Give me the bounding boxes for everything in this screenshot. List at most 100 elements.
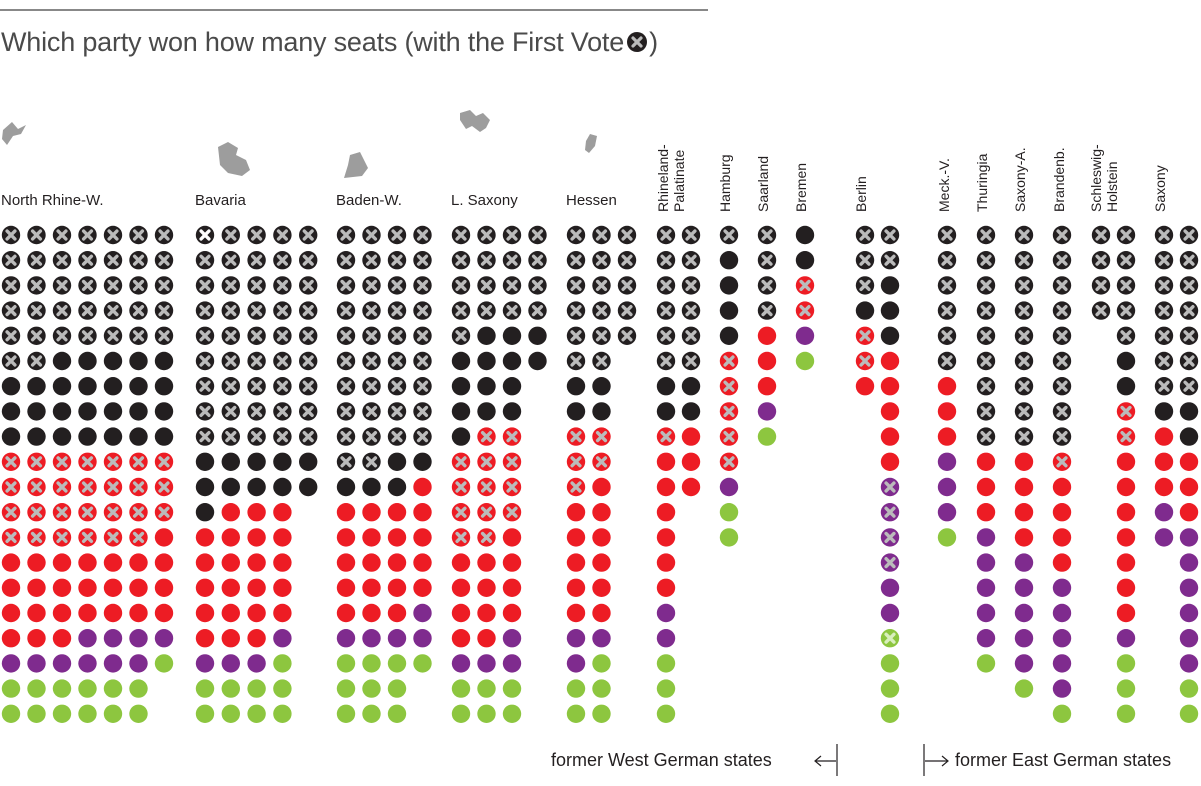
seat-dot-schleswig-holstein — [1116, 427, 1136, 446]
seat-dot-brandenb — [1052, 704, 1072, 723]
seat-dot-l-saxony — [502, 326, 522, 345]
seat-dot-berlin — [855, 251, 875, 270]
west-states-label: former West German states — [551, 750, 772, 771]
seat-dot-schleswig-holstein — [1091, 225, 1111, 245]
seat-dot-hessen — [592, 225, 611, 245]
seat-dot-l-saxony — [502, 225, 522, 245]
state-label-bavaria: Bavaria — [195, 192, 247, 209]
seat-dot-north-rhine-w — [1, 603, 21, 623]
seat-dot-north-rhine-w — [129, 553, 148, 572]
seat-dot-bremen — [795, 225, 815, 245]
seat-dot-schleswig-holstein — [1116, 603, 1136, 623]
seat-dot-north-rhine-w — [52, 704, 72, 723]
seat-dot-saxony-a — [1014, 503, 1034, 522]
seat-dot-bavaria — [273, 629, 292, 648]
seat-dot-baden-w — [387, 301, 407, 320]
seat-dot-hessen — [566, 452, 586, 471]
seat-dot-bavaria — [221, 377, 240, 396]
seat-dot-baden-w — [413, 225, 432, 245]
seat-dot-baden-w — [362, 654, 381, 673]
seat-dot-meck-v — [937, 503, 957, 522]
seat-dot-hessen — [592, 427, 611, 446]
seat-dot-brandenb — [1052, 251, 1072, 270]
seat-dot-l-saxony — [451, 654, 471, 673]
east-arrow-icon — [923, 744, 949, 776]
seat-dot-berlin — [855, 276, 875, 295]
seat-dot-baden-w — [362, 377, 381, 396]
seat-dot-bavaria — [273, 528, 292, 547]
seat-dot-north-rhine-w — [1, 452, 21, 471]
seat-dot-brandenb — [1052, 477, 1072, 497]
seat-dot-berlin — [880, 528, 900, 547]
seat-dot-meck-v — [937, 276, 957, 295]
seat-dot-berlin — [880, 301, 900, 320]
seat-dot-bavaria — [247, 276, 266, 295]
seat-dot-saxony-a — [1014, 326, 1034, 345]
seat-dot-bavaria — [273, 553, 292, 572]
seat-dot-bavaria — [299, 251, 318, 270]
seat-dot-thuringia — [976, 326, 996, 345]
seat-dot-bavaria — [299, 477, 318, 497]
seat-dot-brandenb — [1052, 276, 1072, 295]
seat-dot-north-rhine-w — [52, 679, 72, 698]
seat-dot-north-rhine-w — [103, 351, 123, 371]
seat-dot-berlin — [855, 326, 875, 345]
seat-dot-l-saxony — [502, 654, 522, 673]
seat-dot-bavaria — [273, 477, 292, 497]
seat-dot-hamburg — [719, 251, 739, 270]
seat-dot-l-saxony — [477, 578, 496, 597]
seat-dot-baden-w — [387, 503, 407, 522]
seat-dot-bavaria — [221, 402, 240, 421]
seat-dot-meck-v — [937, 326, 957, 345]
seat-dot-hessen — [592, 503, 611, 522]
seat-dot-l-saxony — [451, 301, 471, 320]
seat-dot-north-rhine-w — [154, 276, 174, 295]
seat-dot-rhineland-palatinate — [656, 326, 676, 345]
seat-dot-saxony-a — [1014, 477, 1034, 497]
seat-dot-l-saxony — [502, 578, 522, 597]
seat-dot-bavaria — [195, 377, 215, 396]
seat-dot-l-saxony — [477, 528, 496, 547]
state-label-bremen: Bremen — [793, 163, 809, 212]
seat-dot-north-rhine-w — [52, 225, 72, 245]
seat-dot-saxony-a — [1014, 251, 1034, 270]
seat-dot-bavaria — [195, 578, 215, 597]
seat-dot-baden-w — [362, 402, 381, 421]
seat-dot-meck-v — [937, 301, 957, 320]
seat-dot-l-saxony — [451, 679, 471, 698]
seat-dot-north-rhine-w — [129, 503, 148, 522]
seat-dot-rhineland-palatinate — [656, 276, 676, 295]
seat-dot-rhineland-palatinate — [656, 452, 676, 471]
seat-dot-baden-w — [362, 679, 381, 698]
seat-dot-l-saxony — [502, 503, 522, 522]
seat-dot-bremen — [795, 301, 815, 320]
state-label-north-rhine-w: North Rhine-W. — [1, 192, 104, 209]
seat-dot-baden-w — [336, 654, 356, 673]
seat-dot-hessen — [617, 326, 637, 345]
seat-dot-schleswig-holstein — [1116, 351, 1136, 371]
seat-dot-bavaria — [221, 603, 240, 623]
seat-dot-rhineland-palatinate — [656, 402, 676, 421]
seat-dot-berlin — [855, 351, 875, 371]
lower-saxony-map-icon — [460, 110, 490, 132]
seat-dot-north-rhine-w — [103, 326, 123, 345]
seat-dot-rhineland-palatinate — [656, 477, 676, 497]
seat-dot-bavaria — [195, 251, 215, 270]
seat-dot-saxony — [1179, 251, 1199, 270]
seat-dot-baden-w — [387, 528, 407, 547]
seat-dot-bremen — [795, 326, 815, 345]
west-arrow-icon — [814, 744, 838, 776]
baden-map-icon — [344, 152, 368, 178]
seat-dot-north-rhine-w — [1, 377, 21, 396]
seat-dot-baden-w — [387, 225, 407, 245]
seat-dot-saxony — [1179, 704, 1199, 723]
title-text: Which party won how many seats (with the… — [1, 27, 625, 57]
seat-dot-north-rhine-w — [103, 301, 123, 320]
seat-dot-north-rhine-w — [52, 402, 72, 421]
seat-dot-saxony-a — [1014, 427, 1034, 446]
seat-dot-bavaria — [195, 503, 215, 522]
seat-dot-saxony-a — [1014, 452, 1034, 471]
seat-dot-north-rhine-w — [129, 654, 148, 673]
seat-dot-berlin — [880, 326, 900, 345]
